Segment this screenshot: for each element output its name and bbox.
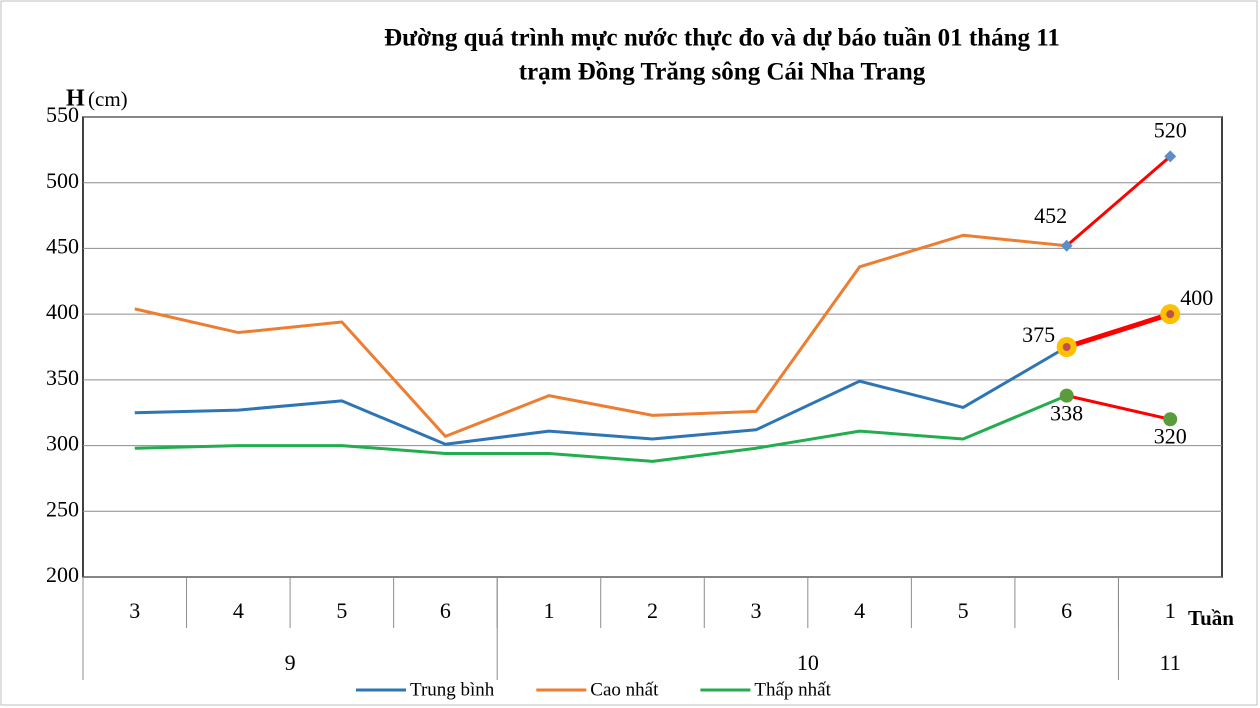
legend-label: Trung bình: [410, 679, 495, 700]
forecast-marker-core: [1166, 310, 1175, 319]
y-tick-label: 450: [46, 233, 79, 258]
chart-title: Đường quá trình mực nước thực đo và dự b…: [384, 25, 1060, 52]
y-tick-label: 550: [46, 102, 79, 127]
legend-label: Cao nhất: [590, 679, 659, 700]
y-tick-label: 250: [46, 496, 79, 521]
forecast-marker-core: [1062, 343, 1071, 351]
group-label: 9: [285, 650, 296, 675]
x-tick-label: 5: [336, 598, 347, 623]
y-axis-unit: (cm): [88, 87, 128, 111]
chart-subtitle: trạm Đồng Trăng sông Cái Nha Trang: [519, 59, 926, 86]
x-tick-label: 4: [233, 598, 244, 623]
forecast-marker: [1059, 388, 1074, 403]
data-label: 375: [1022, 322, 1055, 347]
data-label: 400: [1180, 285, 1213, 310]
forecast-line: [1065, 155, 1172, 247]
data-label: 338: [1050, 401, 1083, 426]
x-tick-label: 1: [1165, 598, 1176, 623]
x-tick-label: 4: [854, 598, 865, 623]
y-axis-label: H: [66, 86, 85, 112]
y-tick-label: 200: [46, 562, 79, 587]
forecast-marker: [1060, 239, 1073, 252]
legend-label: Thấp nhất: [754, 679, 831, 700]
data-label: 520: [1154, 117, 1187, 142]
x-axis-label: Tuần: [1188, 606, 1234, 630]
group-label: 11: [1160, 650, 1181, 675]
series-line: [134, 233, 1067, 438]
forecast-line: [1065, 311, 1171, 350]
y-tick-label: 300: [46, 431, 79, 456]
data-label: 320: [1154, 423, 1187, 448]
y-tick-label: 400: [46, 299, 79, 324]
series-line: [134, 345, 1068, 446]
x-tick-label: 1: [543, 598, 554, 623]
y-tick-label: 500: [46, 168, 79, 193]
forecast-marker: [1164, 150, 1177, 163]
series-line: [134, 394, 1068, 463]
x-tick-label: 3: [129, 598, 140, 623]
x-tick-label: 2: [647, 598, 658, 623]
x-tick-label: 5: [958, 598, 969, 623]
x-tick-label: 3: [751, 598, 762, 623]
group-label: 10: [797, 650, 819, 675]
x-tick-label: 6: [440, 598, 451, 623]
forecast-marker: [1163, 412, 1178, 427]
x-tick-label: 6: [1061, 598, 1072, 623]
forecast-line: [1066, 394, 1171, 421]
y-tick-label: 350: [46, 365, 79, 390]
data-label: 452: [1034, 203, 1067, 228]
